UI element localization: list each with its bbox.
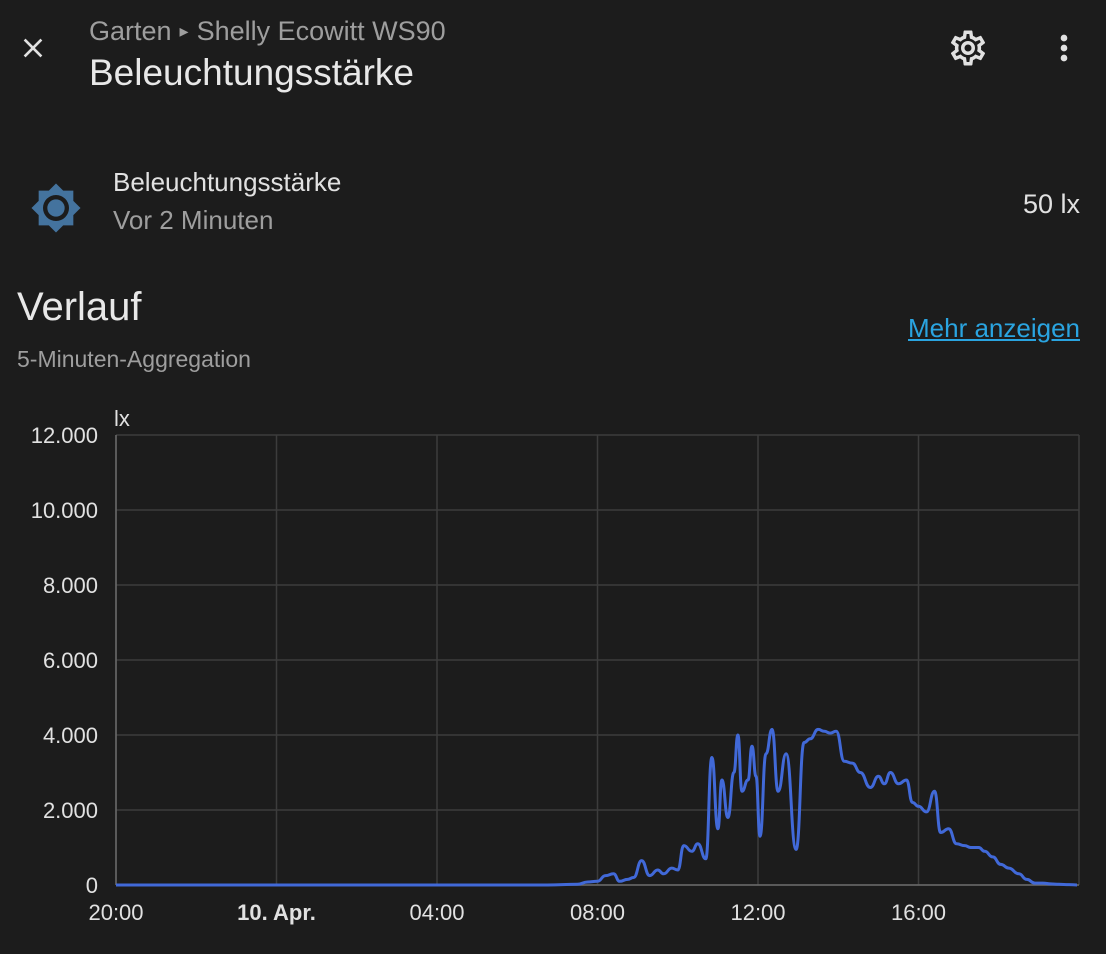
history-subtitle: 5-Minuten-Aggregation	[17, 346, 251, 372]
history-chart[interactable]: lx 0 2.000 4.000 6.000 8.000 10.000 12.000 20:…	[0, 395, 1106, 954]
chart-series	[116, 727, 1078, 887]
chart-grid	[115, 434, 1080, 886]
x-tick-label: 20:00	[88, 900, 143, 925]
brightness-icon	[31, 183, 81, 233]
entity-name: Beleuchtungsstärke	[113, 167, 342, 197]
breadcrumb-separator-icon: ▸	[179, 21, 189, 41]
x-tick-label: 10. Apr.	[237, 900, 316, 925]
y-tick-label: 8.000	[43, 573, 98, 598]
y-tick-label: 6.000	[43, 648, 98, 673]
y-axis-unit-label: lx	[114, 406, 130, 431]
dialog-title: Beleuchtungsstärke	[89, 52, 414, 93]
y-tick-label: 10.000	[31, 498, 98, 523]
close-icon	[23, 38, 43, 58]
settings-button[interactable]	[940, 20, 996, 76]
gear-icon	[950, 30, 986, 66]
x-tick-label: 16:00	[891, 900, 946, 925]
breadcrumb: Garten ▸ Shelly Ecowitt WS90	[89, 16, 446, 47]
breadcrumb-device[interactable]: Shelly Ecowitt WS90	[196, 16, 446, 46]
entity-state: 50 lx	[1022, 189, 1080, 219]
series-line	[116, 727, 1078, 887]
y-tick-label: 2.000	[43, 798, 98, 823]
entity-last-changed: Vor 2 Minuten	[113, 205, 274, 235]
more-options-button[interactable]	[1040, 20, 1088, 76]
y-tick-label: 4.000	[43, 723, 98, 748]
show-more-link[interactable]: Mehr anzeigen	[908, 313, 1080, 343]
y-axis-ticks: 0 2.000 4.000 6.000 8.000 10.000 12.000	[31, 423, 98, 898]
close-button[interactable]	[10, 20, 56, 76]
x-tick-label: 12:00	[730, 900, 785, 925]
breadcrumb-area[interactable]: Garten	[89, 16, 172, 46]
y-tick-label: 12.000	[31, 423, 98, 448]
x-tick-label: 04:00	[409, 900, 464, 925]
dots-vertical-icon	[1060, 34, 1068, 62]
x-tick-label: 08:00	[570, 900, 625, 925]
history-title: Verlauf	[17, 285, 142, 329]
y-tick-label: 0	[86, 873, 98, 898]
x-axis-ticks: 20:00 10. Apr. 04:00 08:00 12:00 16:00	[88, 900, 946, 925]
